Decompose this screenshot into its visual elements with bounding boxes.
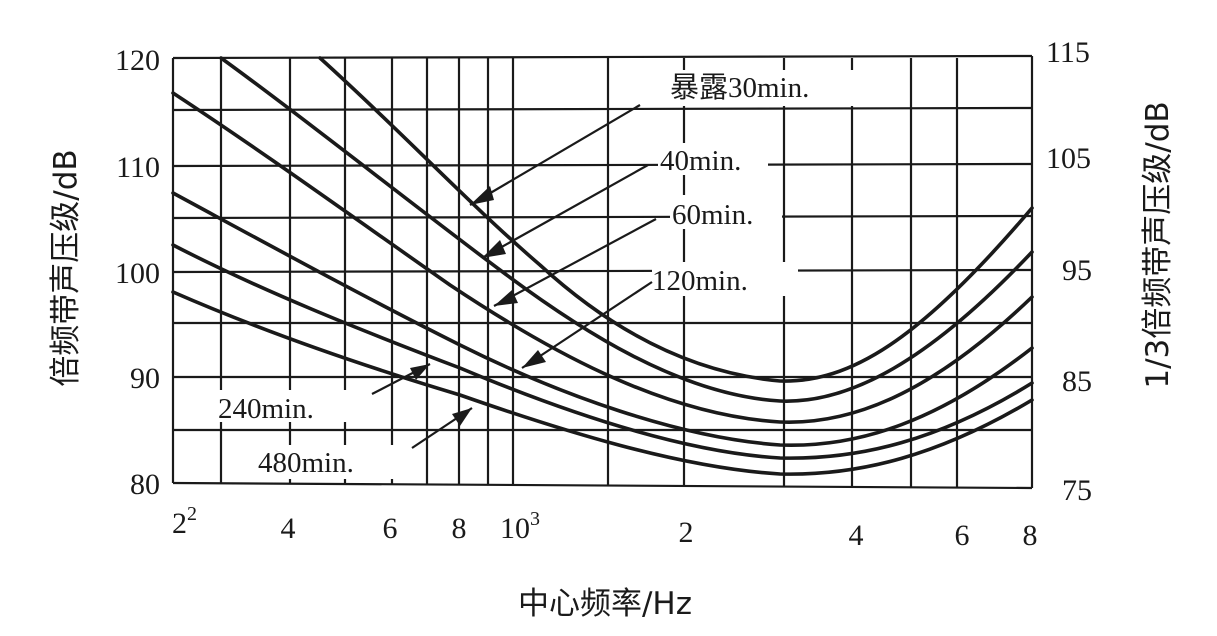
y-tick-90: 90 [130,362,160,395]
x-axis-title: 中心频率/Hz [518,586,692,622]
y-axis-left-ticks: 120 110 100 90 80 [115,44,160,501]
curve-480min [171,290,1034,476]
curve-30min [318,56,1034,383]
x-tick-2k: 2 [679,516,694,549]
x-tick-8k: 8 [1023,519,1038,552]
annotation-arrows [371,104,657,449]
y-right-tick-75: 75 [1062,474,1092,507]
y-axis-left-title: 倍频带声压级/dB [48,149,84,386]
y-right-tick-95: 95 [1062,254,1092,287]
y-tick-110: 110 [116,151,160,184]
y-right-tick-85: 85 [1062,365,1092,398]
arrowhead-480 [452,408,472,426]
curves [171,56,1034,476]
label-backgrounds [216,70,868,479]
x-tick-6k: 6 [955,519,970,552]
label-40min: 40min. [660,145,741,177]
label-240min: 240min. [218,393,314,425]
label-60min: 60min. [672,199,753,231]
curve-120min [171,191,1034,448]
y-right-tick-105: 105 [1046,142,1091,175]
arrowhead-120 [522,350,546,368]
y-tick-100: 100 [115,257,160,290]
y-tick-120: 120 [115,44,160,77]
annotation-labels: 暴露30min. 40min. 60min. 120min. 240min. 4… [218,72,809,479]
label-120min: 120min. [652,265,748,297]
y-right-tick-115: 115 [1046,36,1090,69]
arrowhead-30 [470,186,494,205]
arrowhead-60 [494,290,518,306]
curve-240min [171,243,1034,460]
curve-60min [171,91,1034,424]
x-tick-10e3: 103 [500,508,540,545]
curve-40min [219,56,1034,403]
arrowhead-240 [410,364,430,380]
label-30min: 暴露30min. [670,72,809,104]
vertical-gridlines [171,56,1034,488]
x-tick-4: 4 [281,512,296,545]
x-axis-ticks: 22 4 6 8 103 2 4 6 8 [172,503,1038,552]
label-480min: 480min. [258,447,354,479]
y-axis-right-ticks: 115 105 95 85 75 [1046,36,1092,507]
y-axis-right-title: 1/3倍频带声压级/dB [1140,101,1176,388]
x-tick-6: 6 [383,512,398,545]
x-tick-4k: 4 [849,519,864,552]
x-tick-2e2: 22 [172,503,197,540]
arrowhead-40 [482,240,506,258]
y-tick-80: 80 [130,468,160,501]
x-tick-8: 8 [452,512,467,545]
